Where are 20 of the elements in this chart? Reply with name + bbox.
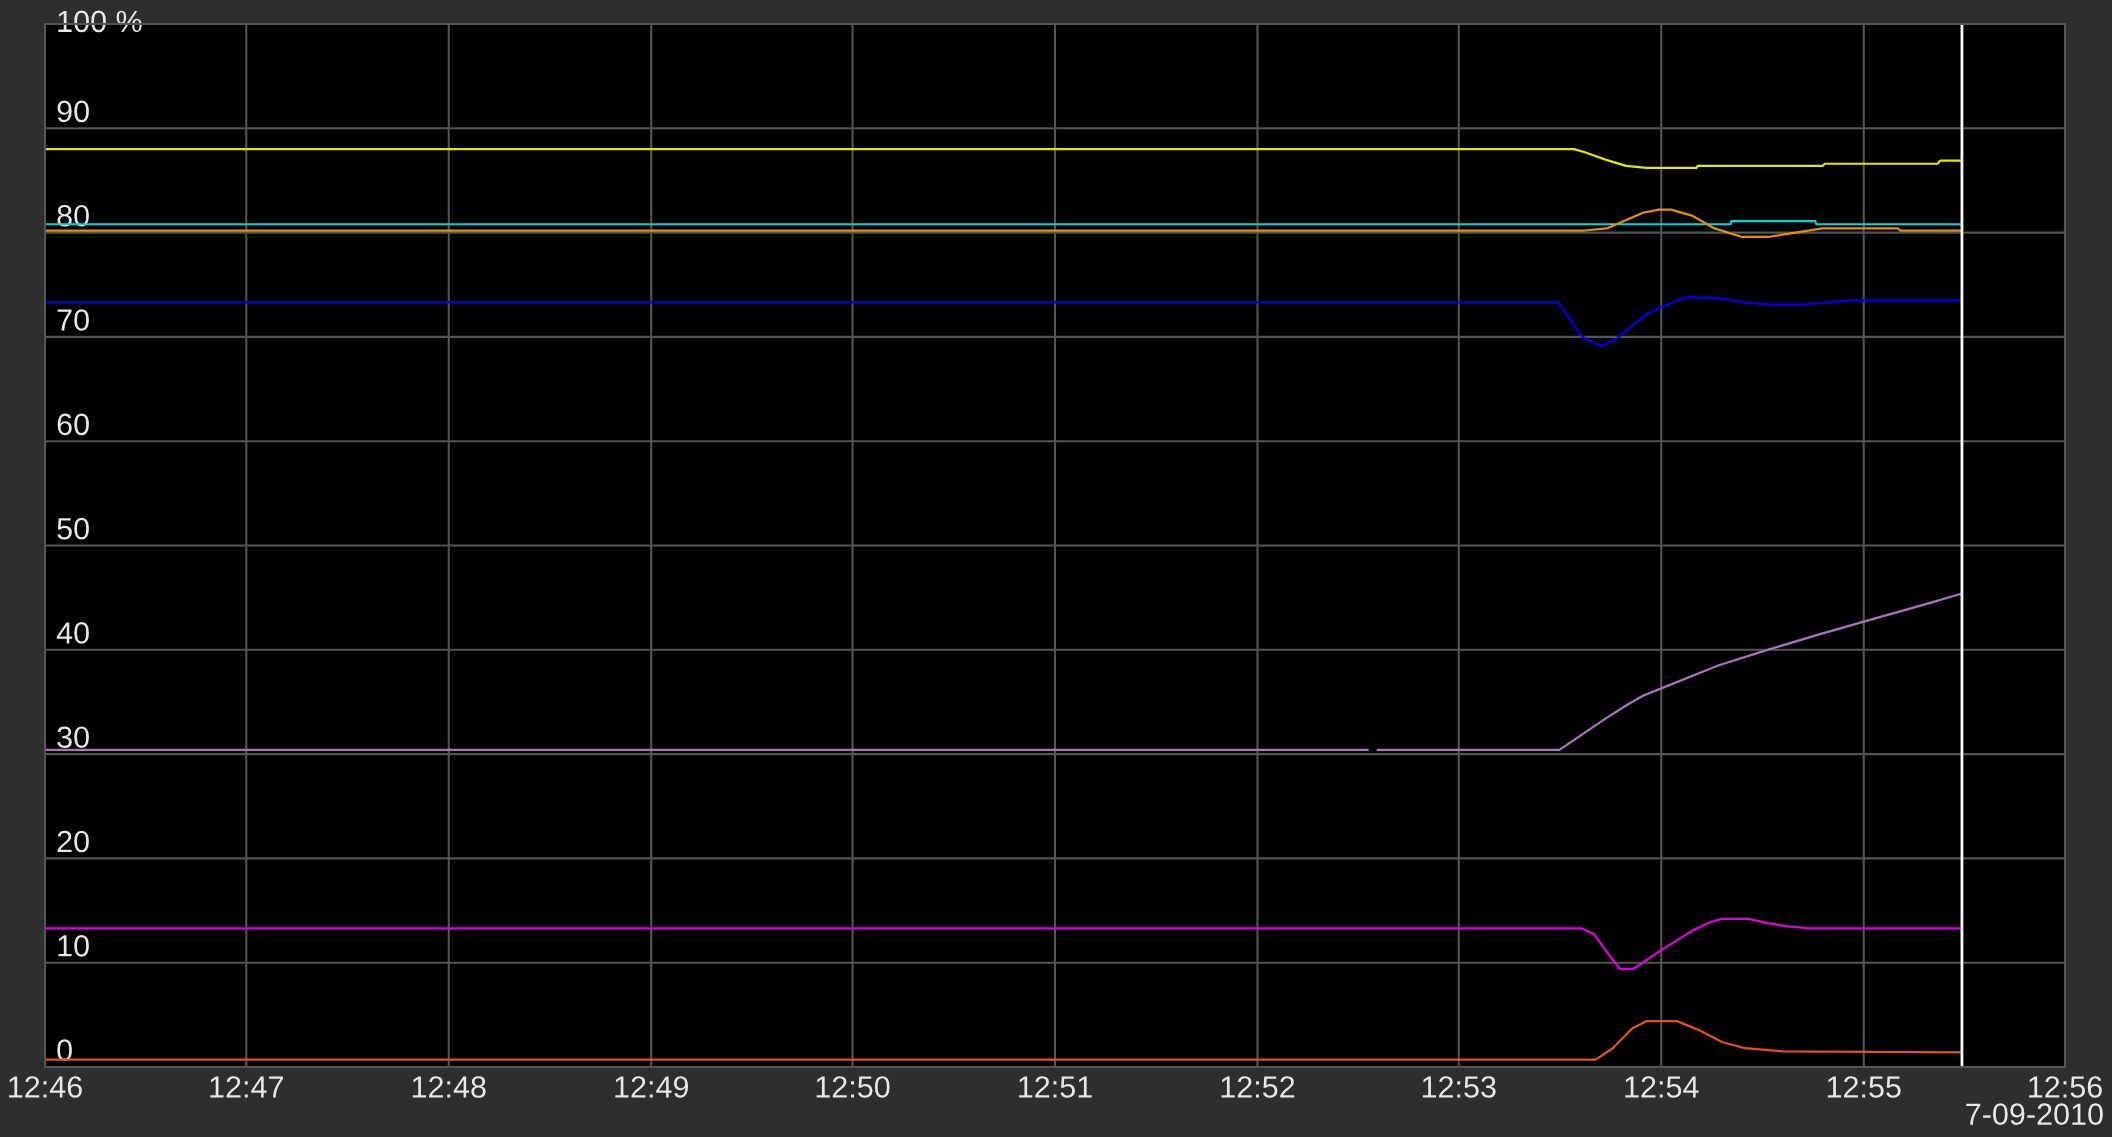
x-tick-label: 12:49 (615, 1076, 689, 1098)
x-tick-label: 12:51 (1019, 1076, 1092, 1098)
x-tick-label: 12:50 (816, 1076, 890, 1098)
y-tick-label: 10 (58, 935, 89, 957)
y-tick-label: 40 (56, 622, 89, 644)
x-tick-label: 12:46 (9, 1076, 82, 1098)
y-tick-label: 30 (57, 726, 89, 749)
text: 7-09-2010 (1966, 1103, 2103, 1125)
y-tick-label: 90 (57, 100, 89, 123)
x-tick-label: 12:56 (2029, 1076, 2102, 1098)
x-tick-label: 12:54 (1625, 1076, 1699, 1098)
y-tick-label: 50 (57, 517, 89, 540)
x-tick-label: 12:53 (1422, 1076, 1496, 1098)
y-tick-label: 70 (57, 309, 89, 331)
x-tick-label: 12:52 (1221, 1076, 1295, 1098)
y-tick-label: 60 (57, 413, 89, 436)
x-tick-label: 12:48 (412, 1076, 486, 1098)
x-tick-label: 12:47 (210, 1076, 283, 1098)
y-tick-label: 20 (57, 830, 89, 853)
x-tick-label: 12:55 (1827, 1076, 1901, 1098)
